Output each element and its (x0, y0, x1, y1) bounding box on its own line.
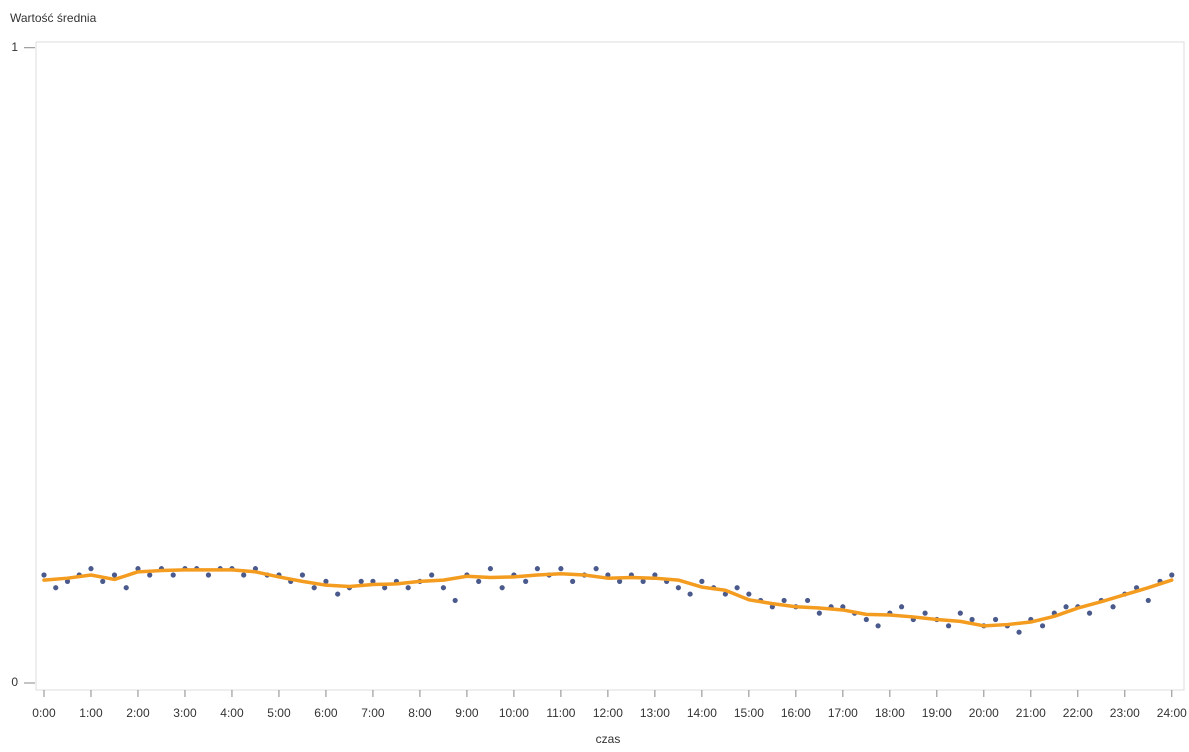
data-point (957, 610, 963, 616)
x-tick-label: 15:00 (734, 706, 764, 720)
x-tick-label: 4:00 (220, 706, 244, 720)
x-tick-label: 10:00 (499, 706, 529, 720)
data-point (382, 585, 388, 591)
x-tick-label: 23:00 (1110, 706, 1140, 720)
data-point (487, 566, 494, 572)
data-point (311, 585, 317, 591)
data-point (358, 578, 364, 584)
data-point (945, 623, 952, 629)
x-tick-label: 3:00 (173, 706, 197, 720)
x-tick-label: 18:00 (875, 706, 905, 720)
data-point (1145, 597, 1151, 604)
data-point (898, 604, 905, 610)
data-point (440, 585, 447, 591)
x-tick-label: 19:00 (922, 706, 952, 720)
data-point (652, 572, 658, 578)
x-axis-label: czas (596, 732, 621, 746)
data-point (429, 572, 435, 578)
data-point (992, 616, 999, 623)
data-point (1063, 604, 1069, 610)
data-point (499, 585, 505, 591)
x-tick-label: 8:00 (408, 706, 432, 720)
data-point (699, 578, 705, 584)
data-point (111, 572, 118, 578)
data-point (299, 572, 306, 578)
data-point (687, 591, 693, 597)
x-tick-label: 0:00 (32, 706, 56, 720)
data-point (1110, 604, 1116, 610)
data-point (1016, 629, 1022, 635)
data-point (816, 610, 822, 616)
data-point (1086, 610, 1093, 616)
data-point (53, 585, 59, 591)
line (42, 568, 1174, 628)
x-tick-label: 9:00 (455, 706, 479, 720)
data-point (205, 572, 212, 578)
x-tick-label: 22:00 (1063, 706, 1093, 720)
data-point (452, 597, 458, 604)
x-tick-label: 1:00 (79, 706, 103, 720)
x-tick-label: 2:00 (126, 706, 150, 720)
data-point (370, 578, 376, 584)
data-point (476, 578, 482, 584)
data-point (88, 566, 94, 572)
x-tick-label: 16:00 (781, 706, 811, 720)
x-tick-label: 7:00 (361, 706, 385, 720)
data-point (147, 572, 153, 578)
x-tick-label: 5:00 (267, 706, 291, 720)
x-tick-label: 11:00 (546, 706, 575, 720)
data-point (523, 578, 529, 584)
data-point (41, 572, 47, 578)
data-point (123, 585, 129, 591)
data-point (405, 585, 411, 591)
data-point (969, 616, 975, 623)
data-point (335, 591, 341, 597)
x-tick-label: 20:00 (969, 706, 999, 720)
data-point (323, 578, 329, 584)
data-point (570, 578, 576, 584)
data-point (558, 566, 564, 572)
data-point (722, 591, 728, 597)
data-point (875, 623, 881, 629)
data-point (252, 566, 259, 572)
data-point (781, 597, 787, 604)
data-point (746, 591, 752, 597)
data-point (804, 597, 811, 604)
x-tick-label: 6:00 (314, 706, 338, 720)
data-point (922, 610, 928, 616)
x-tick-label: 14:00 (687, 706, 717, 720)
data-point (1039, 623, 1046, 629)
x-tick-label: 21:00 (1016, 706, 1046, 720)
data-point (675, 585, 681, 591)
x-tick-label: 13:00 (640, 706, 670, 720)
x-tick-label: 12:00 (593, 706, 623, 720)
data-point (840, 604, 846, 610)
plot-area (35, 41, 1185, 691)
y-axis-label: Wartość średnia (10, 11, 97, 25)
data-point (170, 572, 176, 578)
data-point (734, 585, 740, 591)
x-tick-label: 17:00 (828, 706, 858, 720)
x-tick-label: 24:00 (1157, 706, 1187, 720)
data-point (135, 566, 141, 572)
data-point (100, 578, 106, 584)
data-point (1169, 572, 1175, 578)
data-point (617, 578, 623, 584)
y-tick-label: 0 (11, 675, 18, 689)
y-tick-label: 1 (11, 40, 18, 54)
data-point (64, 578, 71, 584)
data-point (593, 566, 599, 572)
data-point (241, 572, 247, 578)
data-point (863, 616, 869, 623)
data-point (640, 578, 646, 584)
data-point (534, 566, 540, 572)
